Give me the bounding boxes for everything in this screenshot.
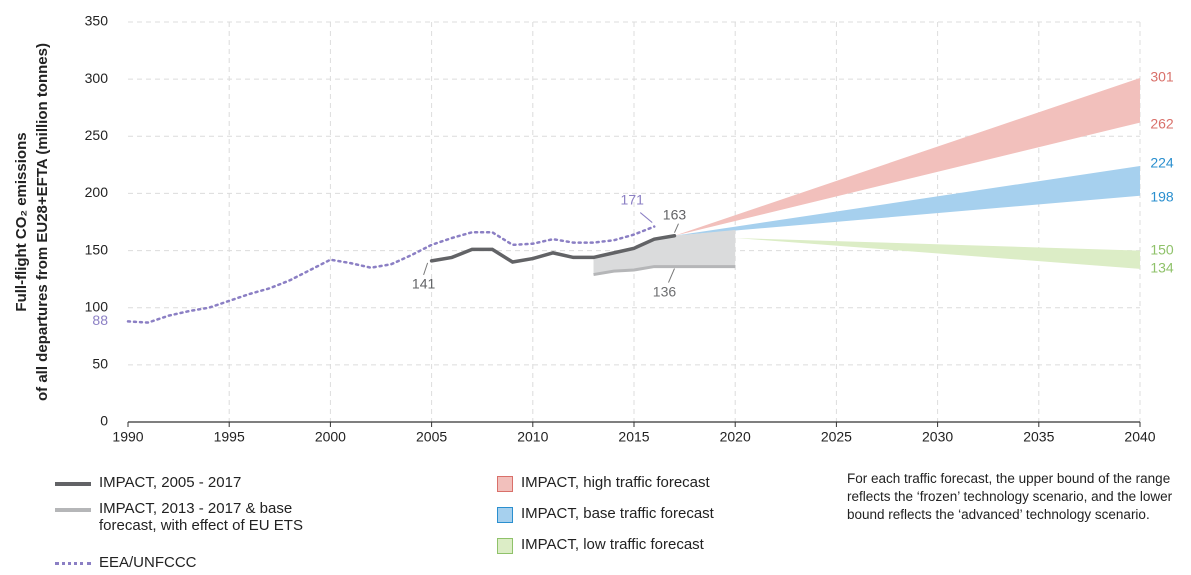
y-tick-label: 350: [85, 13, 109, 29]
legend-label: IMPACT, low traffic forecast: [521, 536, 704, 553]
x-tick-label: 2040: [1124, 429, 1155, 445]
data-label: 262: [1150, 115, 1174, 131]
data-label: 224: [1150, 155, 1174, 171]
legend-label: IMPACT, base traffic forecast: [521, 505, 714, 522]
band-lower-line: [593, 265, 736, 277]
legend-label: IMPACT, 2005 - 2017: [99, 474, 242, 491]
legend-swatch: [55, 562, 91, 565]
legend-item: IMPACT, base traffic forecast: [497, 505, 714, 523]
legend-swatch: [55, 482, 91, 486]
x-tick-label: 1990: [112, 429, 143, 445]
legend-item: IMPACT, high traffic forecast: [497, 474, 710, 492]
y-axis-label: of all departures from EU28+EFTA (millio…: [34, 43, 51, 401]
data-label: 198: [1150, 188, 1174, 204]
x-tick-label: 2015: [618, 429, 649, 445]
x-tick-label: 1995: [214, 429, 245, 445]
y-tick-label: 50: [92, 356, 108, 372]
chart: Full-flight CO₂ emissions of all departu…: [13, 13, 1174, 445]
x-tick-label: 2000: [315, 429, 346, 445]
y-tick-label: 0: [100, 413, 108, 429]
y-tick-label: 300: [85, 70, 109, 86]
leader-line: [423, 262, 429, 276]
x-tick-label: 2030: [922, 429, 953, 445]
data-label: 136: [653, 283, 677, 299]
data-label: 171: [621, 191, 645, 207]
range-band: [593, 230, 736, 275]
leader-line: [674, 223, 679, 233]
y-axis-label: Full-flight CO₂ emissions: [13, 132, 30, 311]
y-tick-label: 250: [85, 127, 109, 143]
legend-item: EEA/UNFCCC: [55, 554, 197, 571]
line: [429, 233, 677, 264]
legend-swatch: [55, 508, 91, 512]
x-tick-label: 2005: [416, 429, 447, 445]
legend-item: IMPACT, 2013 - 2017 & base forecast, wit…: [55, 500, 325, 534]
range-band: [674, 78, 1140, 236]
legend-item: IMPACT, 2005 - 2017: [55, 474, 241, 491]
x-tick-label: 2035: [1023, 429, 1054, 445]
data-label: 163: [663, 206, 687, 222]
data-label: 301: [1150, 69, 1174, 85]
x-tick-label: 2025: [821, 429, 852, 445]
data-label: 141: [412, 276, 436, 292]
data-label: 134: [1150, 260, 1174, 276]
x-tick-label: 2010: [517, 429, 548, 445]
y-tick-label: 200: [85, 184, 109, 200]
leader-line: [639, 212, 653, 223]
legend-swatch: [497, 507, 513, 523]
dotted-line: [126, 225, 656, 324]
legend-label: EEA/UNFCCC: [99, 554, 197, 571]
y-tick-label: 100: [85, 298, 109, 314]
legend-item: IMPACT, low traffic forecast: [497, 536, 704, 554]
x-tick-label: 2020: [720, 429, 751, 445]
legend-label: IMPACT, high traffic forecast: [521, 474, 710, 491]
data-label: 88: [92, 312, 108, 328]
range-band: [674, 166, 1140, 236]
y-tick-label: 150: [85, 241, 109, 257]
leader-line: [668, 268, 675, 283]
legend-swatch: [497, 538, 513, 554]
data-label: 150: [1150, 241, 1174, 257]
note: For each traffic forecast, the upper bou…: [847, 471, 1173, 522]
legend-swatch: [497, 476, 513, 492]
range-band: [735, 238, 1140, 269]
legend-label: IMPACT, 2013 - 2017 & base forecast, wit…: [99, 500, 303, 534]
